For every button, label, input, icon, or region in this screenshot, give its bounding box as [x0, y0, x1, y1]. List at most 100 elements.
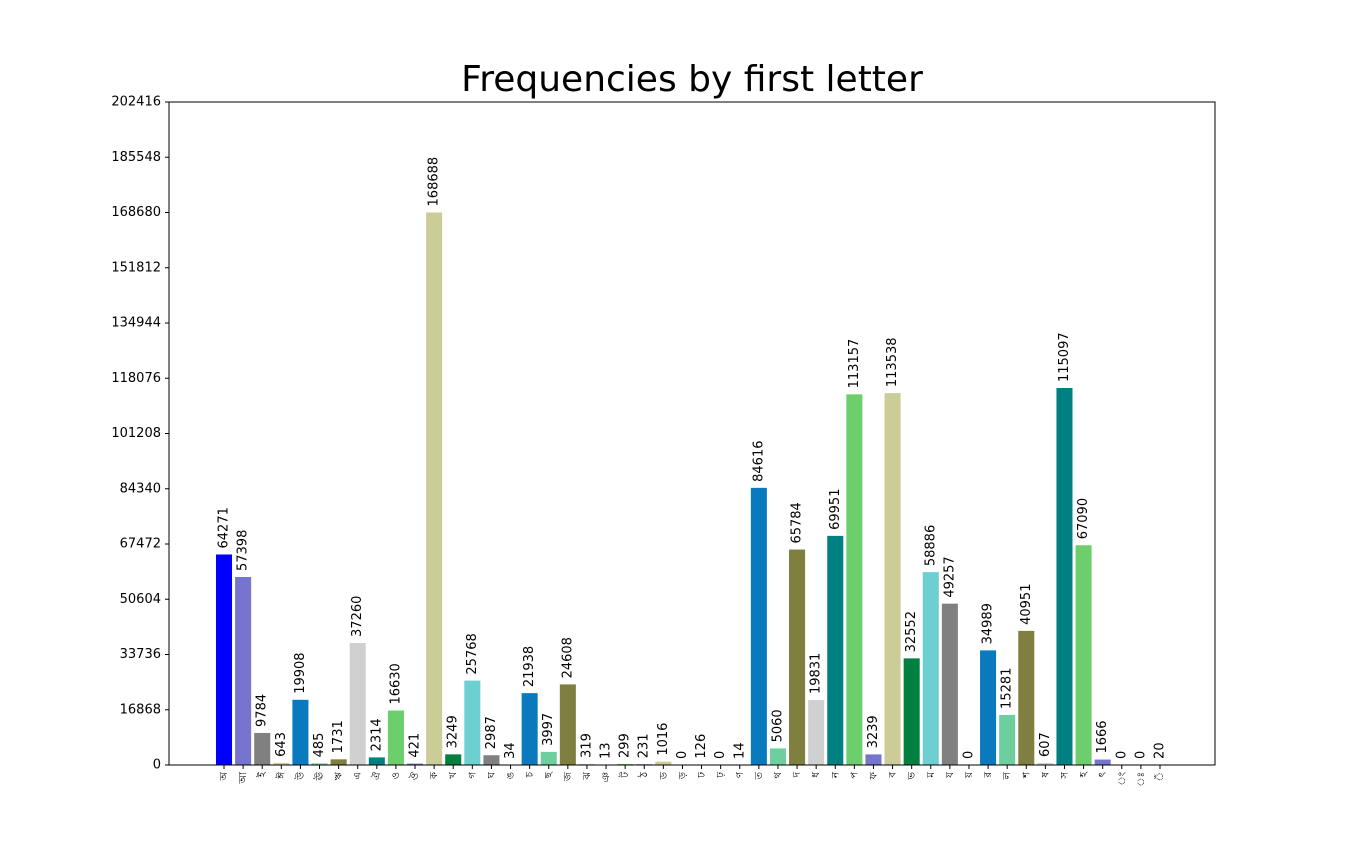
x-tick-label: ঈ: [275, 772, 287, 780]
x-tick-label: ষ: [1040, 772, 1051, 779]
bar: [827, 535, 844, 765]
x-tick-label: ং: [1117, 772, 1128, 786]
value-label: 607: [1038, 732, 1053, 757]
value-label: 1666: [1095, 720, 1110, 753]
x-tick-label: র: [983, 772, 994, 779]
value-label: 32552: [904, 611, 919, 652]
x-tick-label: ন: [830, 771, 841, 779]
value-label: 115097: [1057, 332, 1072, 382]
bar: [330, 759, 347, 765]
x-tick-label: ঙ: [506, 772, 517, 779]
value-label: 5060: [770, 709, 785, 742]
bar: [808, 700, 825, 765]
bar: [235, 576, 252, 765]
bar: [445, 754, 462, 765]
bar: [999, 714, 1016, 765]
x-tick-label: ঃ: [1136, 772, 1147, 787]
value-label: 14: [732, 742, 747, 759]
x-tick-label: খ: [448, 772, 459, 779]
x-tick-label: ঠ: [637, 771, 650, 778]
bar: [884, 393, 901, 765]
value-label: 64271: [217, 507, 232, 548]
x-tick-label: ঘ: [486, 771, 497, 779]
value-label: 65784: [790, 502, 805, 543]
x-tick-label: ঢ়: [716, 771, 727, 778]
bar: [578, 763, 595, 765]
y-tick-label: 101208: [111, 426, 161, 441]
bar: [903, 658, 920, 765]
value-label: 1016: [656, 723, 671, 756]
y-tick-label: 50604: [120, 592, 161, 607]
x-tick-label: ঞ: [601, 772, 612, 783]
x-tick-label: ণ: [735, 771, 746, 778]
value-label: 84616: [751, 440, 766, 481]
y-tick-label: 16868: [120, 702, 161, 717]
value-label: 34: [503, 742, 518, 759]
x-tick-label: ফ: [868, 771, 879, 780]
x-tick-label: ঐ: [371, 772, 383, 780]
x-tick-label: ড়: [677, 771, 688, 780]
value-label: 113157: [847, 339, 862, 389]
x-tick-label: শ: [1021, 771, 1032, 779]
y-tick-label: 84340: [120, 481, 161, 496]
bar: [846, 394, 863, 765]
value-label: 40951: [1019, 584, 1034, 625]
x-tick-label: য়: [964, 771, 975, 779]
value-label: 168688: [427, 157, 442, 207]
y-tick-label: 151812: [111, 260, 161, 275]
bar: [922, 572, 939, 765]
bar: [655, 761, 672, 765]
value-label: 19831: [809, 653, 824, 694]
bar: [426, 212, 443, 765]
x-tick-label: চ: [525, 771, 536, 778]
bar: [1094, 759, 1111, 765]
value-label: 16630: [388, 663, 403, 704]
x-tick-label: হ: [1079, 771, 1090, 778]
bar: [865, 754, 882, 765]
value-label: 67090: [1076, 498, 1091, 539]
bar: [941, 603, 958, 765]
value-label: 49257: [942, 556, 957, 597]
bar: [521, 693, 538, 765]
y-tick-label: 168680: [111, 205, 161, 220]
y-tick-label: 33736: [120, 647, 161, 662]
bar: [1056, 388, 1073, 765]
value-label: 485: [312, 733, 327, 758]
plot-frame: [168, 101, 1216, 766]
value-label: 1731: [331, 720, 346, 753]
bar: [1037, 763, 1054, 765]
x-tick-label: ই: [256, 771, 268, 778]
x-tick-label: য: [945, 772, 956, 779]
x-tick-label: প: [849, 772, 860, 779]
value-label: 113538: [885, 337, 900, 387]
y-tick-label: 185548: [111, 150, 161, 165]
y-tick-label: 67472: [120, 537, 161, 552]
bar: [254, 732, 271, 765]
value-label: 57398: [236, 530, 251, 571]
bar: [789, 549, 806, 765]
x-tick-label: ৎ: [1098, 772, 1109, 777]
value-label: 19908: [293, 652, 308, 693]
x-tick-label: দ: [792, 771, 803, 778]
x-tick-label: আ: [238, 772, 249, 785]
value-label: 0: [961, 751, 976, 759]
bar: [540, 751, 557, 765]
x-tick-label: ঔ: [409, 771, 421, 780]
bar: [292, 699, 309, 765]
x-tick-label: ড: [658, 771, 669, 780]
value-label: 643: [274, 732, 289, 757]
value-label: 24608: [560, 637, 575, 678]
x-tick-label: ঊ: [313, 772, 326, 782]
y-tick-label: 202416: [111, 95, 161, 110]
x-tick-label: ক: [429, 771, 440, 780]
value-label: 58886: [923, 525, 938, 566]
value-label: 37260: [350, 596, 365, 637]
bar: [1075, 545, 1092, 765]
bar: [483, 755, 500, 765]
value-label: 15281: [1000, 668, 1015, 709]
x-tick-label: ত: [754, 772, 765, 781]
value-label: 0: [1133, 751, 1148, 759]
bar: [769, 748, 786, 765]
value-label: 2987: [484, 716, 499, 749]
x-tick-label: জ: [563, 771, 574, 782]
